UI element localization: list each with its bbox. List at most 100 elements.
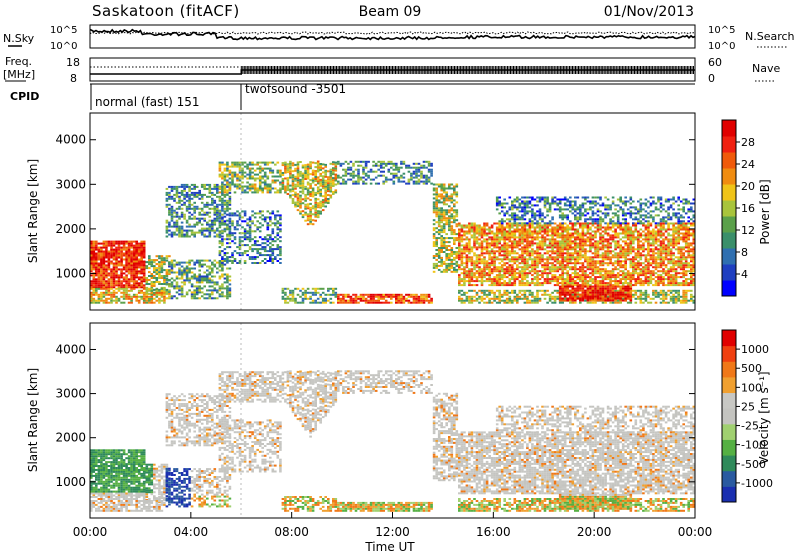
- power-cell: [430, 297, 433, 300]
- power-cell: [241, 171, 244, 174]
- power-cell: [435, 187, 438, 190]
- power-cell: [468, 274, 471, 277]
- power-cell: [150, 273, 154, 275]
- power-cell: [505, 230, 509, 233]
- power-cell: [117, 248, 121, 251]
- power-cell: [500, 238, 504, 241]
- power-cell: [120, 260, 123, 263]
- power-cell: [238, 165, 242, 168]
- power-cell: [286, 287, 290, 290]
- power-cell: [500, 202, 504, 205]
- power-cell: [142, 272, 146, 275]
- power-cell: [226, 161, 229, 164]
- power-cell: [505, 276, 509, 279]
- power-cell: [198, 297, 201, 300]
- power-cell: [193, 183, 196, 186]
- power-cell: [258, 244, 262, 247]
- power-cell: [221, 219, 224, 222]
- power-cell: [102, 287, 106, 290]
- power-cell: [296, 181, 300, 184]
- power-cell: [301, 293, 305, 296]
- power-cell: [175, 215, 179, 218]
- power-cell: [243, 238, 247, 241]
- power-cell: [516, 268, 519, 271]
- power-cell: [493, 234, 496, 237]
- power-cell: [485, 262, 489, 265]
- power-cell: [206, 221, 209, 224]
- power-cell: [248, 248, 252, 251]
- power-cell: [561, 274, 564, 277]
- power-cell: [132, 256, 136, 259]
- power-cell: [558, 264, 562, 267]
- power-cell: [437, 223, 441, 226]
- power-cell: [460, 260, 464, 263]
- power-cell: [505, 258, 509, 261]
- power-cell: [349, 299, 353, 302]
- power-cell: [253, 224, 257, 227]
- power-cell: [130, 254, 133, 257]
- power-cell: [218, 295, 222, 298]
- power-cell: [516, 222, 519, 225]
- power-cell: [243, 260, 247, 262]
- power-cell: [470, 248, 474, 251]
- power-cell: [248, 175, 252, 178]
- power-cell: [190, 191, 194, 194]
- power-cell: [190, 225, 194, 228]
- power-cell: [132, 248, 136, 251]
- power-cell: [349, 166, 353, 169]
- power-cell: [334, 293, 338, 296]
- power-cell: [163, 293, 166, 296]
- power-cell: [329, 178, 333, 181]
- power-cell: [100, 297, 103, 300]
- power-cell: [505, 218, 509, 221]
- power-cell: [493, 295, 496, 298]
- power-cell: [546, 293, 549, 296]
- power-cell: [493, 276, 496, 279]
- power-cell: [521, 238, 524, 241]
- power-cell: [442, 191, 446, 194]
- power-cell: [516, 276, 519, 279]
- power-cell: [483, 291, 486, 294]
- power-cell: [92, 264, 96, 267]
- power-cell: [488, 226, 491, 229]
- power-cell: [339, 162, 343, 165]
- power-cell: [221, 238, 224, 241]
- power-cell: [117, 289, 121, 292]
- power-cell: [127, 278, 131, 281]
- power-cell: [332, 191, 335, 193]
- power-cell: [188, 267, 191, 270]
- power-cell: [185, 209, 189, 212]
- power-cell: [122, 258, 126, 261]
- power-cell: [369, 301, 373, 304]
- power-cell: [193, 207, 196, 210]
- power-cell: [195, 185, 199, 188]
- power-cell: [241, 175, 244, 178]
- power-cell: [458, 268, 461, 271]
- power-cell: [258, 171, 262, 174]
- power-cell: [513, 222, 517, 225]
- power-cell: [453, 241, 456, 244]
- power-cell: [352, 162, 355, 165]
- power-cell: [342, 180, 345, 183]
- power-cell: [218, 262, 222, 264]
- power-cell: [223, 191, 227, 194]
- power-cell: [505, 232, 509, 235]
- power-cell: [463, 272, 466, 275]
- power-cell: [548, 234, 552, 237]
- power-cell: [226, 201, 229, 204]
- power-cell: [478, 276, 481, 279]
- power-cell: [480, 289, 484, 292]
- power-cell: [374, 176, 378, 179]
- power-cell: [304, 213, 307, 216]
- power-cell: [90, 252, 93, 255]
- power-cell: [304, 205, 307, 208]
- power-cell: [498, 266, 501, 269]
- power-cell: [155, 289, 159, 292]
- date-title: 01/Nov/2013: [604, 4, 694, 20]
- power-cell: [279, 181, 282, 184]
- power-cell: [97, 287, 101, 290]
- power-cell: [488, 250, 491, 253]
- power-cell: [165, 257, 169, 260]
- power-cell: [188, 205, 191, 208]
- power-cell: [127, 293, 131, 296]
